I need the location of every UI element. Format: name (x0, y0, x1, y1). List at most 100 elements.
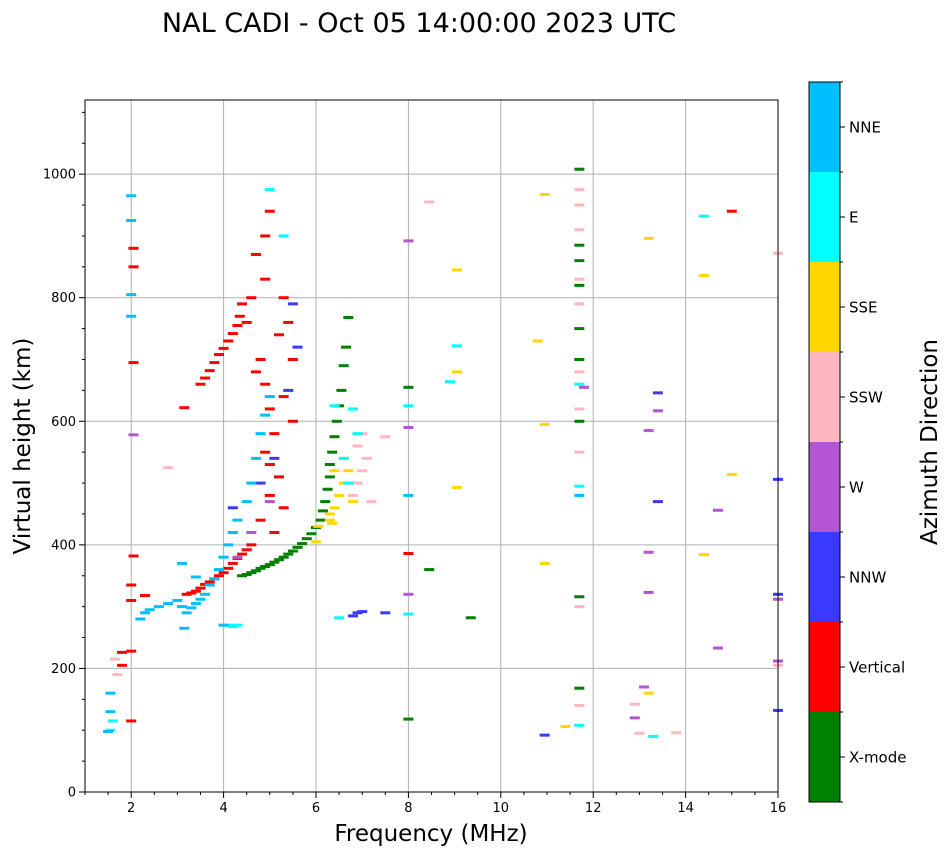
echo-point-x-mode (292, 545, 303, 549)
echo-point-w (403, 425, 414, 429)
echo-point-nne (177, 561, 188, 565)
echo-point-sse (334, 493, 345, 497)
echo-point-vertical (223, 339, 234, 343)
echo-point-sse (347, 500, 358, 504)
echo-point-ssw (629, 702, 640, 706)
echo-point-nne (126, 218, 137, 222)
echo-point-vertical (218, 571, 229, 575)
echo-point-x-mode (297, 542, 308, 546)
echo-point-ssw (163, 466, 174, 470)
echo-point-x-mode (278, 555, 289, 559)
echo-point-x-mode (574, 419, 585, 423)
echo-point-e (648, 734, 659, 738)
echo-point-x-mode (264, 563, 275, 567)
echo-point-nne (153, 605, 164, 609)
echo-point-e (451, 344, 462, 348)
echo-point-nne (126, 194, 137, 198)
echo-point-ssw (380, 435, 391, 439)
echo-point-nne (103, 729, 114, 733)
echo-point-x-mode (329, 435, 340, 439)
echo-point-vertical (234, 314, 245, 318)
colorbar-segment (809, 442, 840, 532)
echo-point-x-mode (574, 327, 585, 331)
echo-point-w (403, 239, 414, 243)
colorbar-segment (809, 172, 840, 262)
echo-point-x-mode (574, 283, 585, 287)
echo-point-vertical (403, 552, 414, 556)
colorbar-segment (809, 352, 840, 442)
echo-point-vertical (232, 324, 243, 328)
echo-point-nne (209, 577, 220, 581)
echo-point-nne (574, 493, 585, 497)
echo-point-vertical (269, 531, 280, 534)
echo-point-nne (190, 575, 201, 579)
echo-point-e (403, 612, 414, 616)
echo-point-vertical (128, 265, 139, 269)
echo-point-nnw (269, 456, 280, 460)
echo-point-vertical (264, 209, 275, 213)
echo-point-nnw (255, 481, 266, 485)
echo-point-vertical (287, 419, 298, 423)
echo-point-nne (218, 555, 229, 559)
echo-point-e (232, 623, 243, 627)
x-tick-label: 10 (493, 801, 510, 816)
echo-point-vertical (255, 518, 266, 522)
echo-point-sse (699, 553, 710, 557)
echo-point-vertical (283, 320, 294, 324)
echo-point-vertical (260, 234, 271, 238)
echo-point-x-mode (317, 509, 328, 513)
echo-point-w (712, 646, 723, 650)
echo-point-sse (311, 540, 321, 544)
echo-point-vertical (204, 369, 215, 373)
echo-point-x-mode (324, 475, 335, 479)
echo-point-ssw (574, 450, 585, 454)
echo-point-sse (539, 422, 550, 426)
colorbar-tick-label: Vertical (849, 659, 905, 677)
echo-point-nnw (292, 345, 303, 349)
echo-point-sse (324, 518, 335, 522)
echo-point-nnw (227, 506, 238, 510)
echo-point-ssw (574, 203, 585, 207)
echo-point-ssw (574, 605, 585, 609)
echo-point-vertical (223, 566, 234, 570)
echo-point-nne (213, 568, 224, 572)
echo-point-x-mode (306, 532, 317, 536)
echo-point-w (643, 550, 654, 554)
echo-point-nnw (380, 611, 391, 615)
echo-point-w (128, 433, 139, 437)
echo-point-vertical (246, 543, 257, 547)
echo-point-x-mode (336, 388, 347, 392)
echo-point-e (334, 616, 345, 620)
echo-point-w (403, 592, 414, 596)
echo-point-vertical (241, 320, 252, 324)
echo-point-ssw (574, 277, 585, 281)
y-tick-label: 400 (51, 538, 76, 553)
echo-point-vertical (128, 554, 139, 558)
colorbar-tick-label: X-mode (849, 749, 906, 767)
echo-point-x-mode (338, 364, 349, 368)
echo-point-vertical (195, 382, 206, 386)
echo-point-sse (343, 469, 354, 473)
echo-point-ssw (112, 673, 123, 677)
y-tick-label: 1000 (43, 168, 76, 183)
axes: 2 4 6 8 10 12 14 16 0 200 400 600 800 1000 (43, 111, 786, 816)
echo-point-vertical (260, 450, 271, 454)
echo-point-e (574, 723, 585, 727)
echo-point-nne (218, 623, 229, 627)
echo-point-w (264, 500, 275, 504)
x-axis-label: Frequency (MHz) (334, 821, 527, 847)
echo-point-nne (135, 617, 146, 621)
echo-point-nne (105, 710, 116, 714)
echo-point-vertical (209, 361, 220, 365)
echo-point-vertical (278, 395, 289, 399)
echo-point-vertical (264, 493, 275, 497)
echo-point-x-mode (574, 595, 585, 599)
echo-point-vertical (260, 382, 271, 386)
echo-point-nne (105, 691, 116, 695)
echo-point-vertical (264, 407, 275, 411)
echo-point-vertical (126, 649, 137, 653)
echo-point-x-mode (403, 385, 414, 389)
echo-point-x-mode (574, 259, 585, 263)
echo-point-ssw (574, 370, 585, 374)
